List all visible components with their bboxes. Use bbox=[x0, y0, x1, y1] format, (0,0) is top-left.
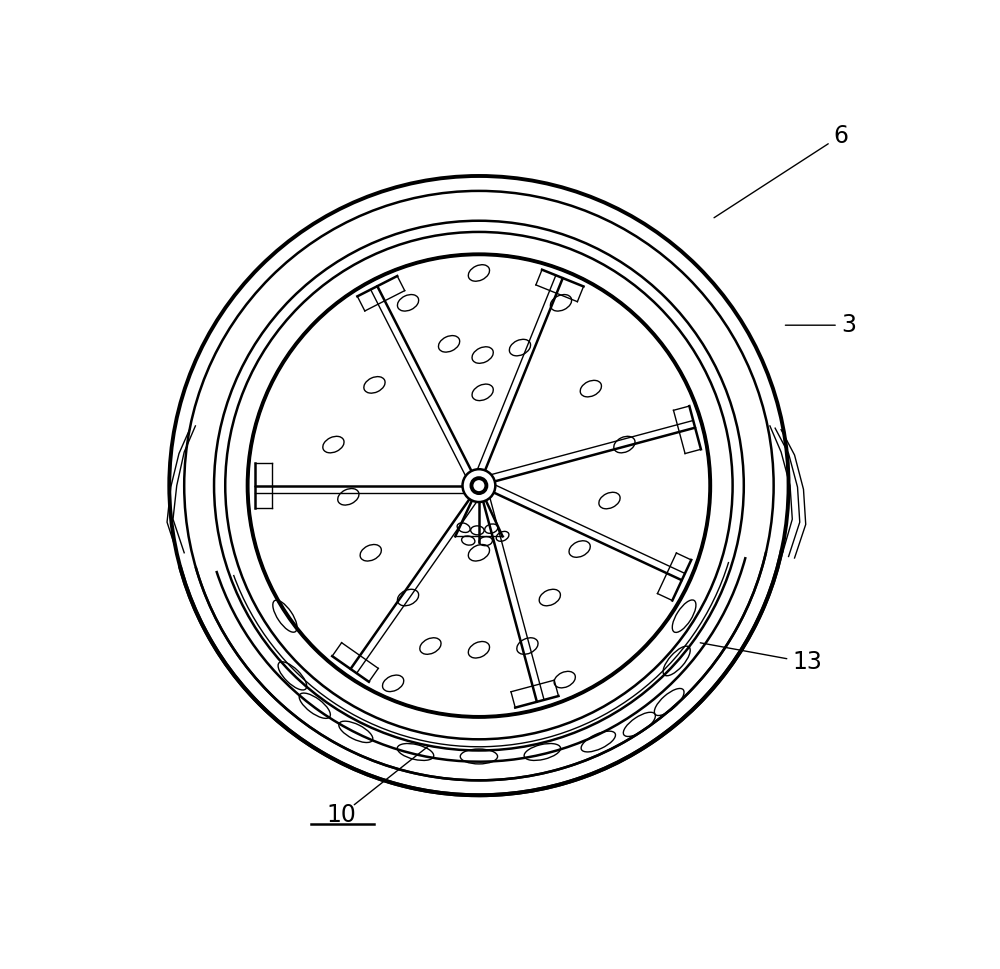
Text: 13: 13 bbox=[700, 642, 822, 674]
Text: 6: 6 bbox=[714, 124, 848, 218]
Text: 10: 10 bbox=[326, 803, 356, 828]
Circle shape bbox=[471, 478, 486, 493]
Text: 3: 3 bbox=[785, 313, 856, 337]
Circle shape bbox=[463, 469, 495, 502]
Circle shape bbox=[248, 254, 710, 717]
